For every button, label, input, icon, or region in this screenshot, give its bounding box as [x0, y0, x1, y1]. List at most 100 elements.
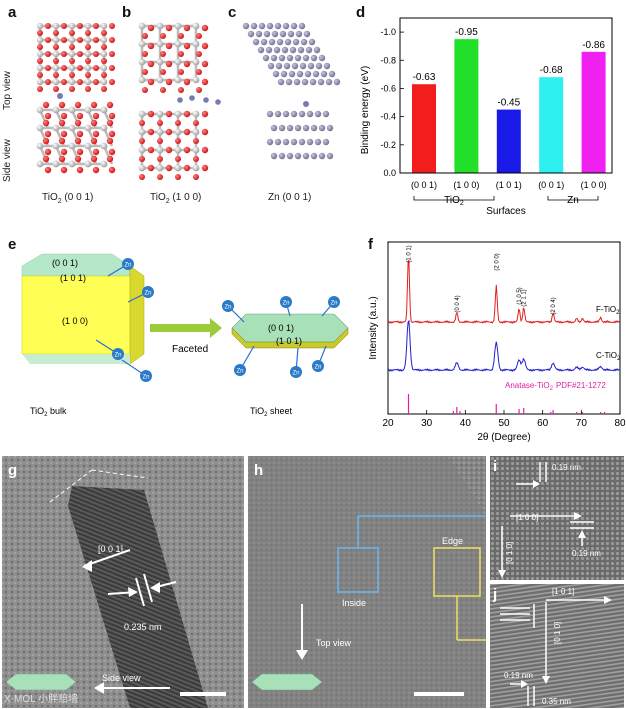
atom — [308, 38, 316, 46]
atom — [302, 54, 310, 62]
chart-f-xtick: 80 — [614, 418, 626, 429]
caption-a-main: TiO — [42, 192, 58, 203]
tem-image-i: 0.19 nm [1 0 0] 0.19 nm [0 1 0] i — [490, 456, 624, 580]
atom — [58, 101, 66, 109]
atom — [36, 50, 44, 58]
atom — [100, 50, 108, 58]
atom — [147, 24, 155, 32]
atom — [147, 146, 155, 154]
atom — [138, 164, 146, 172]
panel-label-f: f — [368, 236, 373, 253]
atom — [76, 148, 84, 156]
bar-value-label: -0.45 — [497, 98, 520, 109]
atom — [298, 138, 306, 146]
atom — [37, 86, 43, 92]
atom — [53, 30, 59, 36]
atom — [299, 62, 307, 70]
tio2-100-side-model — [138, 95, 221, 180]
zn-atom-label: Zn — [224, 305, 231, 311]
atom — [333, 78, 341, 86]
atom — [58, 137, 66, 145]
atom — [165, 164, 173, 172]
atom — [282, 138, 290, 146]
atom — [291, 62, 299, 70]
tem-image-h: Inside Edge Top view h — [248, 456, 486, 708]
j-spacing-1: 0.19 nm — [504, 671, 533, 680]
atom — [323, 62, 331, 70]
atom — [109, 51, 115, 57]
atom — [201, 60, 209, 68]
atom — [270, 124, 278, 132]
atom — [165, 24, 173, 32]
atom — [268, 38, 276, 46]
chart-d-ytick: -1.0 — [380, 27, 396, 37]
atom — [175, 120, 181, 126]
g-direction-label: [0 0 1] — [98, 544, 123, 554]
peak-label: (1 0 1) — [406, 245, 412, 262]
atom — [310, 152, 318, 160]
atom — [142, 69, 148, 75]
zn-atom-icon — [112, 348, 124, 360]
atom — [196, 69, 202, 75]
atom — [165, 78, 173, 86]
atom — [68, 160, 76, 168]
atom — [58, 155, 66, 163]
atom — [174, 128, 182, 136]
atom — [44, 148, 52, 156]
panel-label-j: j — [493, 586, 498, 603]
atom — [192, 58, 200, 66]
atom — [289, 46, 297, 54]
bar — [454, 39, 479, 173]
atom — [60, 112, 68, 120]
atom — [196, 33, 202, 39]
atom — [100, 124, 108, 132]
atom — [281, 46, 289, 54]
atom — [100, 22, 108, 30]
atom — [192, 40, 200, 48]
atom — [174, 146, 182, 154]
atom — [74, 101, 82, 109]
zn-atom-label: Zn — [330, 301, 337, 307]
atom — [247, 30, 255, 38]
atom — [283, 62, 291, 70]
atom — [276, 38, 284, 46]
atom — [93, 65, 99, 71]
atom — [60, 148, 68, 156]
zn-atom-label: Zn — [282, 301, 289, 307]
atom — [147, 78, 155, 86]
atom — [139, 174, 145, 180]
atom — [36, 160, 44, 168]
atom — [156, 22, 164, 30]
atom — [77, 23, 83, 29]
chart-f-xtick: 20 — [382, 418, 394, 429]
atom — [326, 124, 334, 132]
atom — [74, 155, 82, 163]
atom — [92, 112, 100, 120]
atom — [160, 87, 166, 93]
atom — [295, 30, 303, 38]
atom — [36, 124, 44, 132]
atom — [138, 22, 146, 30]
atom — [160, 51, 166, 57]
bar-category-label: (0 0 1) — [538, 180, 564, 190]
atom — [68, 50, 76, 58]
sheet-edge — [231, 327, 349, 349]
atom — [138, 40, 146, 48]
chart-f-xtick: 60 — [537, 418, 549, 429]
atom — [318, 152, 326, 160]
atom — [108, 148, 116, 156]
bar-category-label: (0 0 1) — [411, 180, 437, 190]
atom — [303, 101, 309, 107]
atom — [52, 50, 60, 58]
peak-label: (1 0 5) — [517, 287, 523, 304]
atom — [77, 37, 83, 43]
peak-label: (2 1 1) — [522, 289, 528, 306]
g-sheet-icon — [5, 673, 77, 691]
atom — [68, 22, 76, 30]
atom — [270, 54, 278, 62]
atom — [52, 106, 60, 114]
h-view-label: Top view — [316, 638, 352, 648]
atom — [68, 106, 76, 114]
atom — [265, 46, 273, 54]
atom — [53, 58, 59, 64]
